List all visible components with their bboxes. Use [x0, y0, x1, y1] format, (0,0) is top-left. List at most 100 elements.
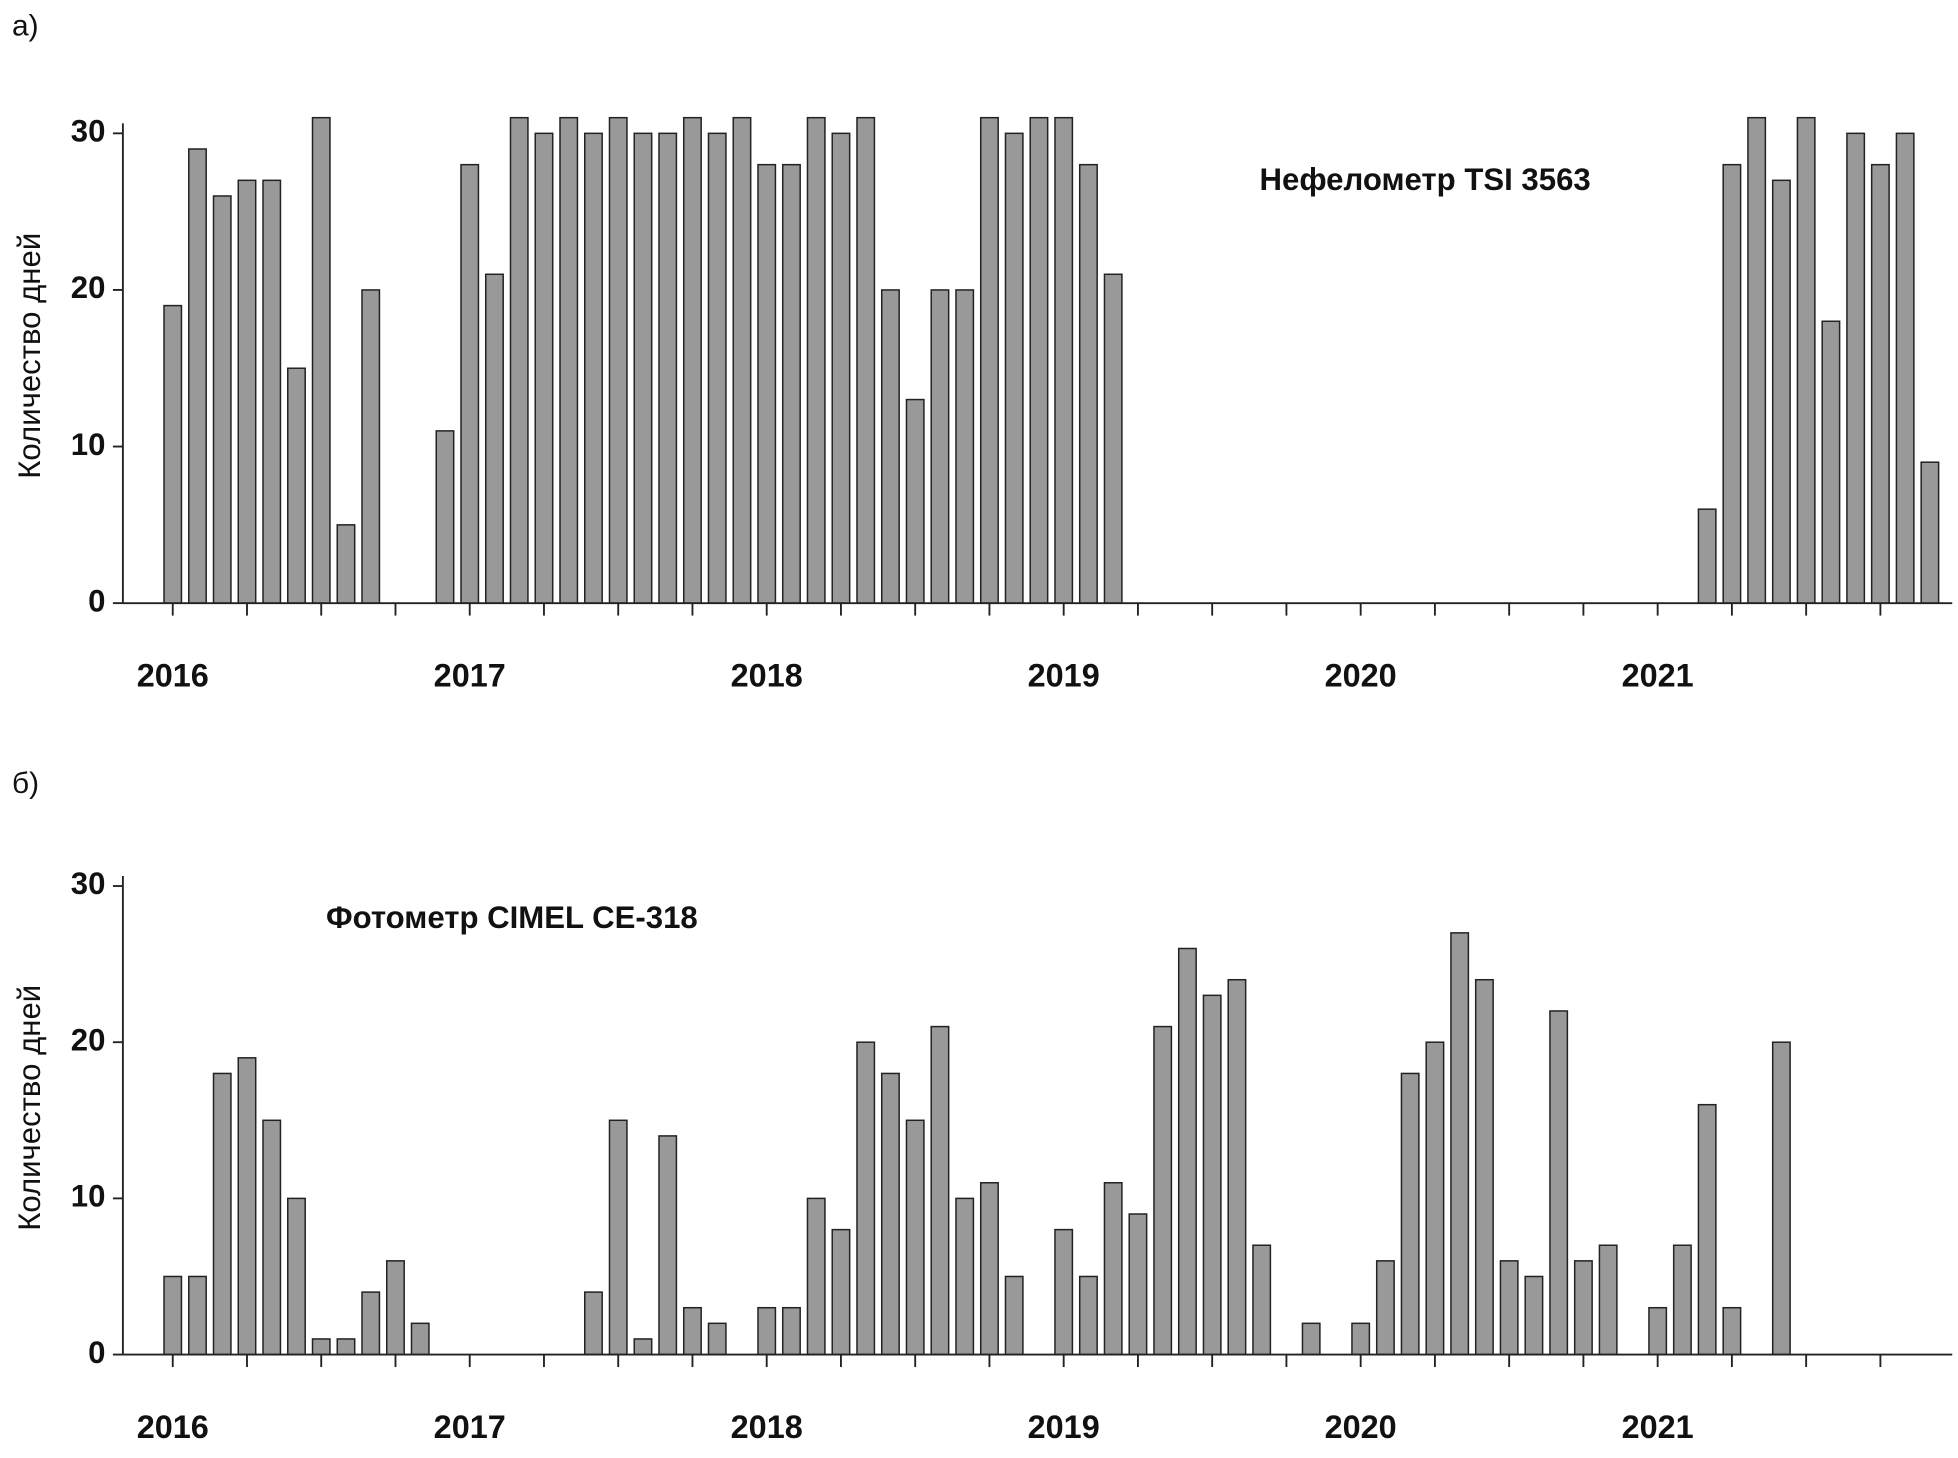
y-axis-label: Количество дней	[12, 985, 47, 1231]
bar	[979, 116, 999, 604]
bar	[1351, 1322, 1371, 1356]
bar	[707, 132, 727, 604]
chart-title: Нефелометр TSI 3563	[1260, 162, 1591, 197]
bar	[880, 1072, 900, 1356]
x-tick-label: 2017	[434, 1409, 506, 1445]
bar	[1722, 1306, 1742, 1356]
bar	[831, 1228, 851, 1356]
bar	[1895, 132, 1915, 604]
bar	[1450, 932, 1470, 1356]
bar	[1697, 508, 1717, 604]
bar	[707, 1322, 727, 1356]
x-tick-label: 2020	[1325, 1409, 1397, 1445]
bar	[163, 304, 183, 604]
bar	[856, 116, 876, 604]
bar	[386, 1260, 405, 1356]
bar	[287, 367, 306, 604]
bar	[1054, 1228, 1074, 1356]
bar	[1821, 320, 1841, 604]
bar	[509, 116, 529, 604]
bar	[1771, 1041, 1791, 1356]
bar	[1771, 179, 1791, 604]
bar	[1648, 1306, 1668, 1356]
panel-label: а)	[12, 9, 39, 42]
y-tick-label: 20	[71, 1022, 106, 1057]
bar	[1153, 1025, 1173, 1356]
bar	[880, 289, 900, 604]
bar	[1722, 163, 1742, 604]
bar	[1227, 978, 1247, 1356]
x-tick-label: 2018	[731, 657, 803, 693]
y-tick-label: 30	[71, 114, 106, 149]
bar	[1202, 994, 1222, 1356]
bar	[435, 430, 455, 604]
x-tick-label: 2021	[1622, 657, 1694, 693]
bar	[311, 1338, 331, 1356]
bar	[1672, 1244, 1692, 1356]
bar	[410, 1322, 430, 1356]
bar	[905, 1119, 925, 1356]
bar	[1920, 461, 1940, 604]
bar	[757, 1306, 777, 1356]
bar	[1425, 1041, 1445, 1356]
bar	[658, 132, 678, 604]
bar	[856, 1041, 876, 1356]
y-tick-label: 20	[71, 270, 106, 305]
bar	[1747, 116, 1767, 604]
bar	[361, 1291, 381, 1356]
bar	[212, 1072, 232, 1356]
bar	[1499, 1260, 1519, 1356]
y-tick-label: 10	[71, 427, 106, 462]
bar	[262, 179, 282, 604]
bar	[287, 1197, 306, 1356]
x-tick-label: 2020	[1325, 657, 1397, 693]
bar	[484, 273, 504, 604]
bar	[930, 289, 950, 604]
bar	[1004, 132, 1024, 604]
bar	[757, 163, 777, 604]
bar	[1029, 116, 1049, 604]
y-axis-label: Количество дней	[12, 233, 47, 479]
bar	[262, 1119, 282, 1356]
bar	[336, 524, 356, 604]
bar	[559, 116, 579, 604]
bar	[237, 1057, 257, 1356]
bar	[979, 1182, 999, 1356]
bar	[1400, 1072, 1420, 1356]
bar	[237, 179, 257, 604]
bar	[1128, 1213, 1148, 1356]
bar	[336, 1338, 356, 1356]
panel-label: б)	[12, 767, 39, 800]
y-tick-label: 30	[71, 866, 106, 901]
x-tick-label: 2018	[731, 1409, 803, 1445]
bar	[806, 1197, 826, 1356]
bar	[1103, 273, 1123, 604]
bar	[1697, 1103, 1717, 1356]
bar	[1796, 116, 1816, 604]
bar	[534, 132, 554, 604]
bar	[955, 1197, 975, 1356]
bar	[1177, 947, 1197, 1356]
y-tick-label: 0	[88, 583, 105, 618]
bar	[1870, 163, 1890, 604]
bar	[188, 148, 207, 604]
bar	[633, 132, 653, 604]
bar	[608, 1119, 628, 1356]
bar	[1598, 1244, 1618, 1356]
bar	[633, 1338, 653, 1356]
bar	[955, 289, 975, 604]
bar	[460, 163, 480, 604]
bar	[806, 116, 826, 604]
bar	[163, 1275, 183, 1356]
bar	[1549, 1010, 1569, 1356]
bar	[682, 116, 702, 604]
bar	[831, 132, 851, 604]
x-tick-label: 2016	[137, 657, 209, 693]
bar	[608, 116, 628, 604]
bar	[781, 1306, 801, 1356]
bar	[188, 1275, 207, 1356]
bar	[583, 1291, 603, 1356]
bar	[905, 398, 925, 604]
